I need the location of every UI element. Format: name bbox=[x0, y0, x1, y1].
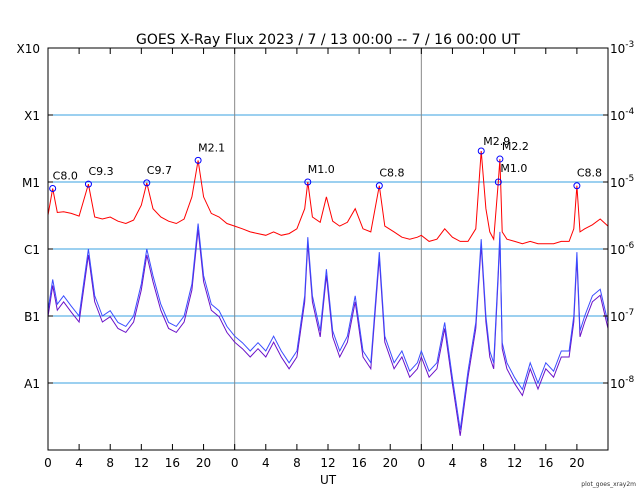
y-right-label-mantissa: 10 bbox=[610, 42, 625, 56]
flare-marker bbox=[573, 182, 581, 190]
x-tick-label: 4 bbox=[449, 456, 457, 470]
flare-label: M1.0 bbox=[308, 163, 335, 176]
flare-marker bbox=[304, 178, 312, 186]
y-right-label-mantissa: 10 bbox=[610, 310, 625, 324]
y-left-label: M1 bbox=[22, 176, 40, 190]
x-tick-label: 12 bbox=[134, 456, 149, 470]
flare-label: C8.0 bbox=[53, 169, 78, 182]
flare-marker bbox=[49, 184, 57, 192]
x-tick-label: 16 bbox=[538, 456, 553, 470]
y-left-label: A1 bbox=[24, 377, 40, 391]
y-left-label: B1 bbox=[24, 310, 40, 324]
x-tick-label: 20 bbox=[569, 456, 584, 470]
flare-label: C9.3 bbox=[88, 165, 113, 178]
flare-marker bbox=[375, 182, 383, 190]
y-right-label: 10-8 bbox=[610, 375, 635, 391]
x-tick-label: 8 bbox=[293, 456, 301, 470]
y-left-label: C1 bbox=[24, 243, 40, 257]
series-layer bbox=[47, 150, 609, 436]
series-line-short bbox=[47, 223, 609, 430]
series-line-long bbox=[47, 150, 609, 245]
x-tick-label: 4 bbox=[75, 456, 83, 470]
y-right-label-exponent: -6 bbox=[625, 241, 634, 251]
x-tick-label: 0 bbox=[44, 456, 52, 470]
flare-marker bbox=[496, 155, 504, 163]
flare-markers: C8.0 C9.3 C9.7 M2.1 M1.0 C8.8 M2.9M2.2 M1.0 C8.8 bbox=[49, 135, 602, 192]
flare-label: M2.2 bbox=[502, 140, 529, 153]
flare-label: C9.7 bbox=[147, 164, 172, 177]
flare-marker bbox=[143, 179, 151, 187]
y-right-label: 10-6 bbox=[610, 241, 635, 257]
y-right-label-exponent: -5 bbox=[625, 174, 634, 184]
x-tick-label: 12 bbox=[320, 456, 335, 470]
y-right-label: 10-7 bbox=[610, 308, 634, 324]
y-right-label-mantissa: 10 bbox=[610, 377, 625, 391]
y-right-label-exponent: -8 bbox=[625, 375, 634, 385]
x-tick-label: 16 bbox=[351, 456, 366, 470]
x-tick-label: 20 bbox=[196, 456, 211, 470]
x-tick-label: 4 bbox=[262, 456, 270, 470]
flare-label: M2.9 bbox=[483, 135, 510, 148]
x-tick-label: 0 bbox=[231, 456, 239, 470]
y-right-label-mantissa: 10 bbox=[610, 109, 625, 123]
x-tick-label: 8 bbox=[480, 456, 488, 470]
x-tick-label: 0 bbox=[418, 456, 426, 470]
flare-label: C8.8 bbox=[577, 167, 602, 180]
flare-label: M1.0 bbox=[500, 162, 527, 175]
y-right-label-exponent: -3 bbox=[625, 40, 634, 50]
y-right-label-exponent: -7 bbox=[625, 308, 634, 318]
x-tick-label: 20 bbox=[383, 456, 398, 470]
y-left-label: X10 bbox=[17, 42, 41, 56]
flare-label: C8.8 bbox=[379, 167, 404, 180]
x-tick-label: 12 bbox=[507, 456, 522, 470]
y-right-label: 10-5 bbox=[610, 174, 634, 190]
grid-layer bbox=[48, 48, 608, 450]
y-right-label: 10-4 bbox=[610, 107, 635, 123]
y-right-label-mantissa: 10 bbox=[610, 176, 625, 190]
y-right-label: 10-3 bbox=[610, 40, 634, 56]
y-right-label-exponent: -4 bbox=[625, 107, 634, 117]
x-tick-label: 8 bbox=[106, 456, 114, 470]
plot-credit: plot_goes_xray2m bbox=[581, 481, 636, 488]
x-tick-label: 16 bbox=[165, 456, 180, 470]
flare-marker bbox=[477, 147, 485, 155]
chart-title: GOES X-Ray Flux 2023 / 7 / 13 00:00 -- 7… bbox=[136, 32, 520, 48]
flare-marker bbox=[84, 180, 92, 188]
x-axis-label: UT bbox=[320, 473, 337, 487]
y-left-label: X1 bbox=[24, 109, 40, 123]
flare-marker bbox=[194, 156, 202, 164]
flare-marker bbox=[494, 178, 502, 186]
flare-label: M2.1 bbox=[198, 141, 225, 154]
axis-layer: 0 4 8 12 16 20 0 4 8 12 16 20 0 4 8 12 16 20 X10 X1 M1 C1 B1 A1… bbox=[17, 40, 635, 470]
y-right-label-mantissa: 10 bbox=[610, 243, 625, 257]
series-line-short-secondary bbox=[47, 229, 609, 436]
